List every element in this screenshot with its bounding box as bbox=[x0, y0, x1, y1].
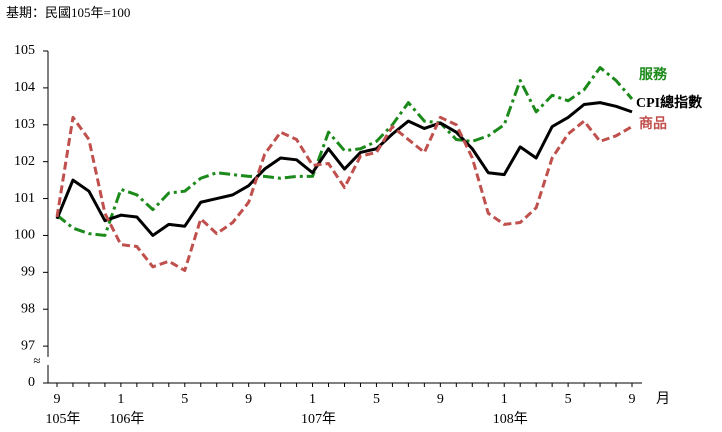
x-group-label: 108年 bbox=[493, 411, 528, 427]
x-tick-label: 9 bbox=[437, 392, 444, 407]
chart-title: 基期：民國105年=100 bbox=[6, 5, 130, 20]
x-group-label: 107年 bbox=[301, 411, 336, 427]
x-group-label: 106年 bbox=[109, 411, 144, 427]
y-tick-label: 0 bbox=[28, 375, 35, 390]
axis-break-gap bbox=[42, 357, 54, 365]
x-tick-label: 9 bbox=[245, 392, 252, 407]
x-tick-label: 5 bbox=[565, 392, 572, 407]
y-tick-label: 104 bbox=[14, 80, 35, 95]
y-tick-label: 102 bbox=[14, 154, 35, 169]
series-line bbox=[55, 101, 633, 237]
y-tick-label: 103 bbox=[14, 117, 35, 132]
x-tick-label: 1 bbox=[309, 392, 316, 407]
y-tick-label: 98 bbox=[21, 301, 35, 316]
x-tick-label: 9 bbox=[54, 392, 61, 407]
legend-label: 服務 bbox=[639, 66, 668, 83]
x-unit: 月 bbox=[656, 391, 670, 407]
y-tick-label: 101 bbox=[14, 191, 35, 206]
x-tick-label: 9 bbox=[629, 392, 636, 407]
y-tick-label: 97 bbox=[21, 338, 35, 353]
x-tick-label: 5 bbox=[181, 392, 188, 407]
y-tick-label: 99 bbox=[21, 265, 35, 280]
x-group-label: 105年 bbox=[46, 411, 81, 427]
legend-label: CPI總指數 bbox=[636, 94, 702, 111]
series-line bbox=[56, 66, 634, 237]
x-tick-label: 5 bbox=[373, 392, 380, 407]
y-tick-label: 105 bbox=[14, 43, 35, 58]
legend-label: 商品 bbox=[639, 115, 667, 132]
y-tick-label: 100 bbox=[14, 228, 35, 243]
axis-break: ≈ bbox=[33, 353, 40, 368]
x-tick-label: 1 bbox=[117, 392, 124, 407]
x-tick-label: 1 bbox=[501, 392, 508, 407]
series-line bbox=[55, 115, 633, 272]
